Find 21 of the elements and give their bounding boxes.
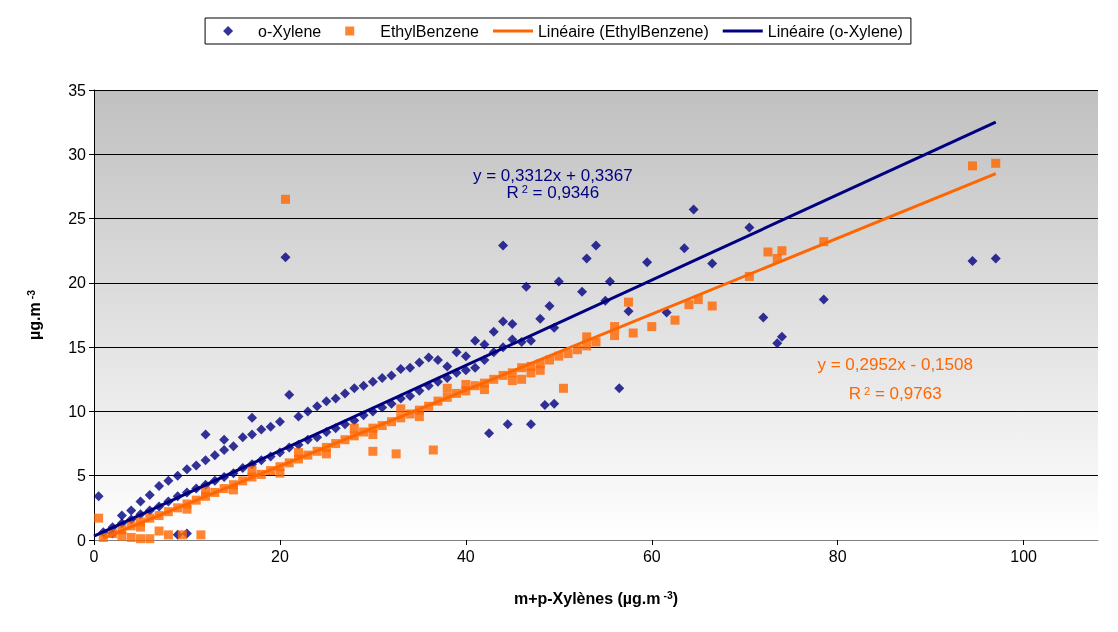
y-tick-label: 10 (68, 402, 87, 420)
y-tick-label: 0 (77, 531, 87, 549)
legend-label: EthylBenzene (380, 22, 480, 40)
x-tick-label: 0 (89, 547, 99, 565)
y-axis-title: µg.m-3 (25, 289, 43, 340)
x-tick-label: 20 (271, 547, 289, 565)
y-tick-label: 15 (68, 338, 87, 356)
x-tick-label: 40 (456, 547, 475, 565)
y-tick-label: 30 (68, 145, 87, 163)
x-tick-label: 60 (642, 547, 661, 565)
x-tick-label: 100 (1010, 547, 1038, 565)
y-tick-label: 25 (68, 210, 87, 228)
legend-label: o-Xylene (258, 22, 322, 40)
annotation: y = 0,2952x - 0,1508 (817, 355, 973, 375)
y-tick-label: 20 (68, 274, 87, 292)
y-tick-label: 5 (77, 467, 87, 485)
x-tick-label: 80 (828, 547, 847, 565)
legend-label: Linéaire (o-Xylene) (767, 22, 903, 40)
y-tick-label: 35 (68, 81, 87, 99)
legend-label: Linéaire (EthylBenzene) (537, 22, 709, 40)
annotation: y = 0,3312x + 0,3367 (472, 165, 633, 185)
